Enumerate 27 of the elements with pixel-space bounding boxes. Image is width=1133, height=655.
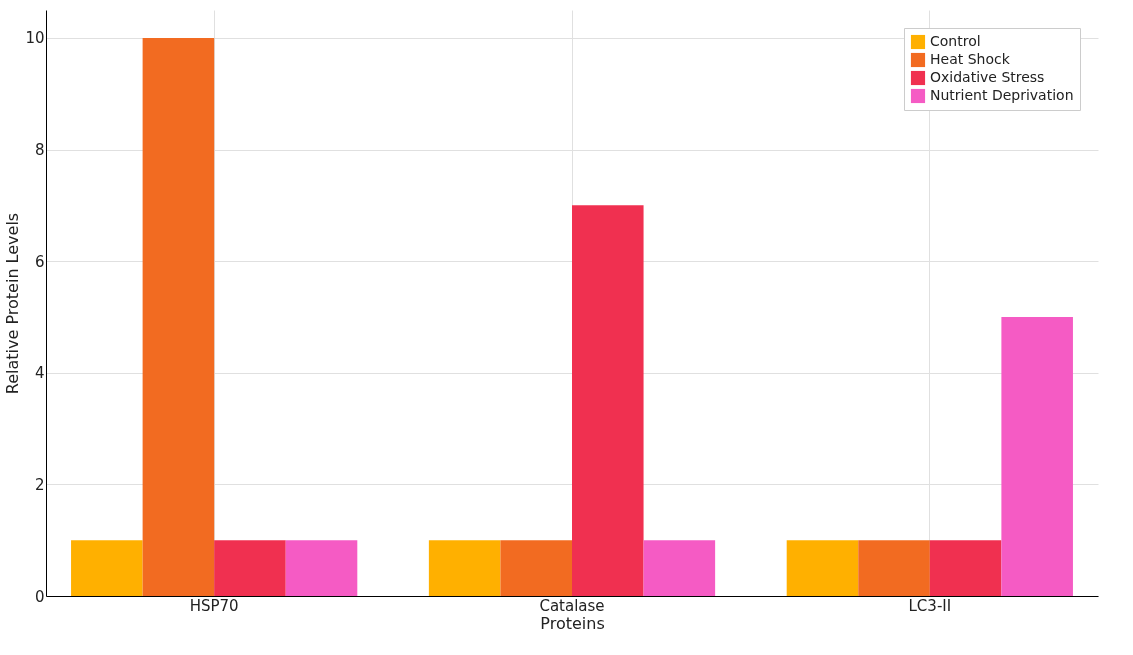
bar: [285, 540, 358, 596]
x-tick-label: LC3-II: [908, 596, 952, 615]
y-tick-label: 4: [34, 364, 45, 383]
legend-label: Heat Shock: [930, 51, 1011, 67]
bar: [858, 540, 930, 596]
y-tick-label: 0: [34, 587, 45, 606]
bar: [572, 205, 644, 596]
x-tick-label: Catalase: [539, 596, 605, 615]
bar: [786, 540, 859, 596]
bar: [929, 540, 1002, 596]
bar: [428, 540, 501, 596]
bar: [500, 540, 572, 596]
legend-label: Control: [930, 33, 981, 49]
y-tick-label: 2: [34, 475, 45, 494]
legend-label: Oxidative Stress: [930, 69, 1045, 85]
legend-label: Nutrient Deprivation: [930, 87, 1074, 103]
y-tick-label: 10: [25, 29, 45, 48]
y-axis-title: Relative Protein Levels: [3, 212, 23, 395]
bar: [71, 540, 143, 596]
bar: [1001, 316, 1073, 596]
bar: [643, 540, 716, 596]
bar: [214, 540, 286, 596]
y-tick-label: 6: [34, 252, 45, 271]
y-tick-label: 8: [34, 141, 45, 160]
bar: [142, 37, 215, 596]
x-axis-title: Proteins: [540, 613, 605, 633]
x-tick-label: HSP70: [189, 596, 239, 615]
